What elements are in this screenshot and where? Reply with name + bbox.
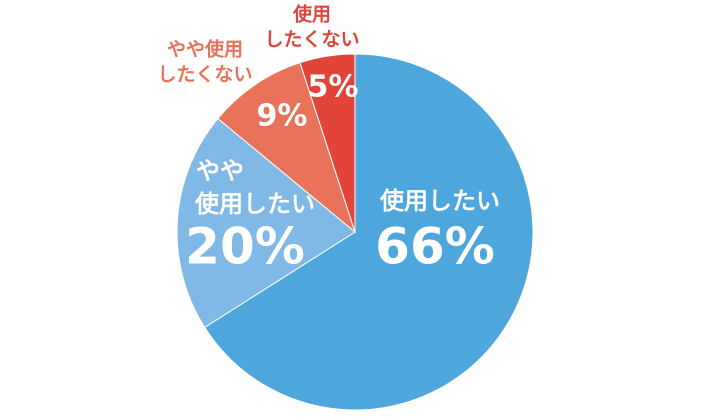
- value-label: 66%: [375, 218, 495, 276]
- value-label: 9%: [257, 99, 308, 134]
- pie-slice: [299, 53, 356, 233]
- value-label: 20%: [185, 218, 305, 276]
- slice-label: 使用したい: [379, 187, 500, 215]
- slice-label: やや: [196, 157, 244, 185]
- slice-label: やや使用: [167, 39, 243, 61]
- pie-slice: [204, 53, 534, 411]
- slice-label: したくない: [264, 29, 359, 51]
- slice-label: 使用したい: [194, 190, 315, 218]
- slice-label: したくない: [157, 64, 252, 86]
- value-label: 5%: [308, 70, 359, 105]
- pie-slice: [176, 117, 356, 329]
- slice-label: 使用: [292, 4, 331, 26]
- pie-slice: [217, 62, 357, 234]
